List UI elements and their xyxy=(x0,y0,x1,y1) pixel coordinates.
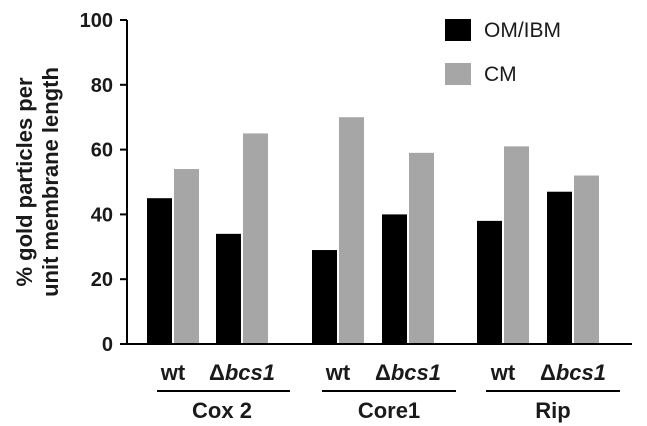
group-label: Core1 xyxy=(358,398,420,423)
x-axis: wt Δbcs1 wt Δbcs1 wt Δbcs1 Cox 2 Core1 Rip xyxy=(127,343,632,423)
y-tick-label: 60 xyxy=(91,140,113,162)
x-tick-label: Δbcs1 xyxy=(540,360,606,385)
bar-cm-0 xyxy=(174,169,199,344)
bar-om-ibm-5 xyxy=(547,191,572,344)
y-tick-label: 100 xyxy=(80,10,113,32)
y-axis: 0 20 40 60 80 100 xyxy=(80,10,128,356)
y-tick-label: 40 xyxy=(91,204,113,226)
bar-om-ibm-0 xyxy=(147,198,172,344)
group-label: Cox 2 xyxy=(192,398,252,423)
bar-om-ibm-2 xyxy=(312,250,337,344)
x-tick-label: wt xyxy=(160,360,186,385)
y-tick-label: 0 xyxy=(102,334,113,356)
bar-om-ibm-3 xyxy=(382,214,407,344)
bar-om-ibm-4 xyxy=(477,220,502,344)
legend-label: OM/IBM xyxy=(484,19,561,42)
y-axis-title-line-1: % gold particles per xyxy=(12,77,37,286)
x-tick-label: wt xyxy=(325,360,351,385)
x-tick-label: wt xyxy=(490,360,516,385)
x-tick-label: Δbcs1 xyxy=(375,360,441,385)
bar-cm-5 xyxy=(574,175,599,344)
y-tick-label: 80 xyxy=(91,75,113,97)
y-axis-title: % gold particles per unit membrane lengt… xyxy=(12,67,63,297)
bar-cm-2 xyxy=(339,117,364,344)
bar-cm-1 xyxy=(243,133,268,344)
legend: OM/IBM CM xyxy=(445,19,561,86)
legend-label: CM xyxy=(484,63,517,86)
legend-swatch xyxy=(445,19,471,41)
x-tick-label: Δbcs1 xyxy=(209,360,275,385)
bar-cm-4 xyxy=(504,146,529,344)
bar-om-ibm-1 xyxy=(216,233,241,344)
group-label: Rip xyxy=(535,398,570,423)
y-axis-title-line-2: unit membrane length xyxy=(38,67,63,297)
legend-swatch xyxy=(445,63,471,85)
bars xyxy=(147,117,599,344)
bar-cm-3 xyxy=(409,152,434,344)
y-tick-label: 20 xyxy=(91,269,113,291)
